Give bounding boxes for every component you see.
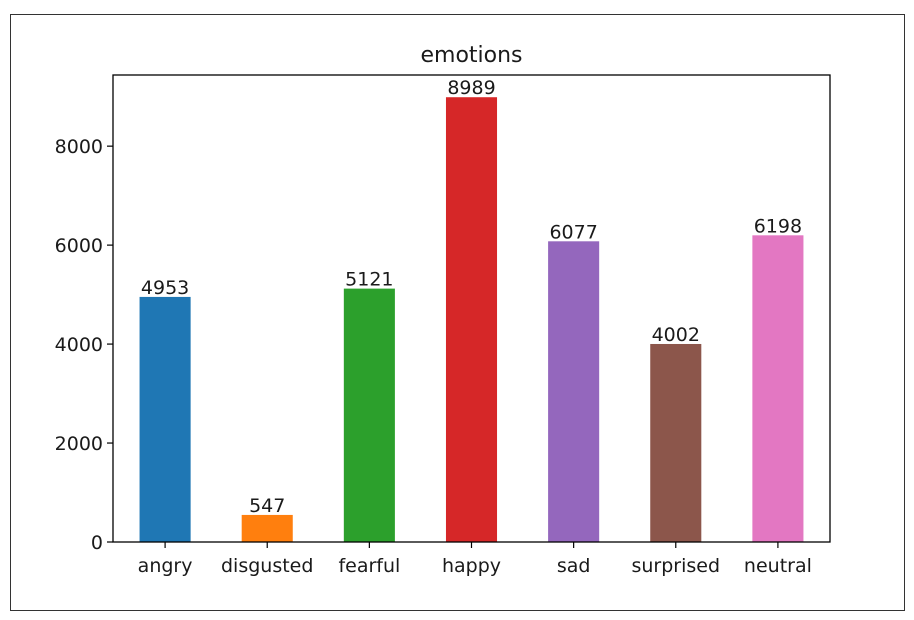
plot-frame (112, 74, 831, 543)
data-label-angry: 4953 (141, 277, 189, 299)
bar-sad (548, 241, 600, 542)
x-tick-label-happy: happy (442, 555, 501, 577)
bar-surprised (650, 343, 702, 542)
y-axis: 0 2000 4000 6000 8000 (55, 136, 113, 554)
bars-layer (139, 97, 804, 542)
bar-angry (139, 296, 191, 542)
x-tick-label-neutral: neutral (744, 555, 812, 577)
data-labels-layer: 4953 547 5121 8989 6077 4002 6198 (141, 77, 802, 517)
y-tick-label: 2000 (55, 433, 103, 455)
y-tick-label: 6000 (55, 235, 103, 257)
chart-title: emotions (420, 43, 522, 68)
data-label-happy: 8989 (447, 77, 495, 99)
y-tick-label: 0 (91, 532, 103, 554)
x-tick-label-disgusted: disgusted (221, 555, 313, 577)
x-tick-label-angry: angry (138, 555, 193, 577)
data-label-sad: 6077 (549, 221, 597, 243)
x-axis: angry disgusted fearful happy sad surprised ne… (138, 542, 812, 577)
data-label-disgusted: 547 (249, 495, 285, 517)
bar-fearful (343, 288, 395, 542)
data-label-surprised: 4002 (652, 324, 700, 346)
bar-neutral (752, 235, 804, 542)
y-tick-label: 8000 (55, 136, 103, 158)
bar-disgusted (241, 514, 293, 542)
x-tick-label-fearful: fearful (338, 555, 400, 577)
x-tick-label-surprised: surprised (631, 555, 720, 577)
data-label-fearful: 5121 (345, 269, 393, 291)
bar-happy (445, 97, 498, 542)
data-label-neutral: 6198 (754, 215, 802, 237)
x-tick-label-sad: sad (557, 555, 591, 577)
y-tick-label: 4000 (55, 334, 103, 356)
